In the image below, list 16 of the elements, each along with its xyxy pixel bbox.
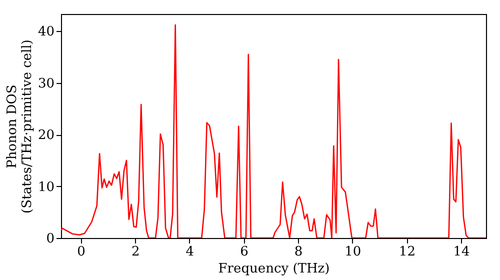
x-tick-label: 12: [398, 244, 416, 260]
x-axis-title: Frequency (THz): [218, 262, 330, 276]
x-tick-label: 6: [240, 244, 248, 260]
x-tick-label: 14: [453, 244, 470, 260]
x-tick-label: 0: [77, 244, 86, 260]
y-axis-title: Phonon DOS (States/THz·primitive cell): [4, 39, 35, 214]
x-tick-label: 4: [186, 244, 194, 260]
line-series: [61, 24, 486, 238]
x-tick-label: 10: [344, 244, 362, 260]
y-tick-label: 20: [38, 128, 54, 144]
y-tick-label: 30: [38, 76, 54, 92]
x-tick-label: 8: [294, 244, 303, 260]
y-tick-label: 0: [46, 232, 54, 246]
x-tick-label: 2: [131, 244, 140, 260]
y-tick-label: 40: [38, 24, 54, 40]
y-tick-label: 10: [38, 180, 54, 195]
